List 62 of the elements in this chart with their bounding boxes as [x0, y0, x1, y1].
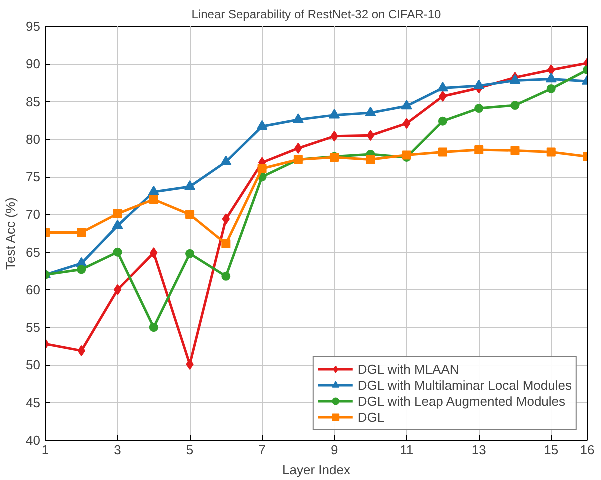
legend-label: DGL with Leap Augmented Modules: [358, 393, 566, 409]
point: [149, 323, 158, 332]
x-axis-title: Layer Index: [282, 462, 351, 478]
y-tick-label: 75: [26, 170, 41, 185]
point: [222, 272, 231, 281]
legend-label: DGL with MLAAN: [358, 361, 460, 377]
point: [365, 106, 376, 116]
y-tick-label: 40: [26, 433, 41, 448]
point: [220, 156, 232, 166]
point: [184, 180, 196, 190]
point: [510, 146, 520, 156]
point: [546, 72, 557, 83]
x-tick-label: 13: [472, 442, 486, 458]
point: [329, 109, 340, 119]
x-tick-label: 7: [258, 442, 266, 458]
x-tick-label: 16: [580, 442, 595, 458]
point: [77, 228, 86, 238]
point: [112, 220, 124, 230]
point: [474, 104, 484, 114]
point: [474, 145, 484, 154]
point: [438, 148, 448, 157]
point: [366, 130, 375, 142]
x-tick-label: 1: [42, 442, 50, 458]
y-tick-label: 70: [26, 207, 41, 222]
y-tick-label: 80: [26, 132, 41, 147]
point: [510, 101, 520, 110]
x-tick-label: 5: [186, 442, 194, 458]
y-tick-label: 90: [26, 56, 41, 72]
point: [546, 84, 556, 94]
x-tick-label: 11: [400, 442, 414, 458]
y-tick-label: 95: [26, 19, 41, 34]
point: [366, 155, 376, 164]
point: [186, 249, 195, 258]
point: [149, 195, 158, 204]
point: [437, 82, 448, 92]
point: [258, 164, 267, 174]
point: [113, 209, 122, 218]
y-tick-label: 65: [26, 244, 41, 260]
x-tick-label: 9: [330, 442, 338, 458]
point: [113, 248, 122, 257]
point: [148, 186, 160, 196]
point: [292, 114, 304, 124]
y-axis-title: Test Acc (%): [3, 198, 18, 270]
point: [256, 120, 268, 130]
y-tick-label: 60: [26, 282, 41, 298]
x-tick-label: 3: [114, 442, 122, 458]
y-tick-label: 45: [26, 395, 41, 410]
y-tick-label: 50: [26, 358, 41, 373]
x-tick-label: 15: [544, 442, 559, 458]
point: [114, 284, 122, 296]
chart-title: Linear Separability of RestNet-32 on CIFAR-10: [192, 8, 442, 22]
y-tick-label: 85: [26, 94, 41, 110]
y-tick-label: 55: [26, 320, 41, 336]
point: [546, 148, 556, 157]
point: [474, 80, 485, 90]
legend-label: DGL with Multilaminar Local Modules: [358, 377, 572, 393]
point: [438, 116, 448, 126]
point: [77, 265, 86, 274]
legend-label: DGL: [358, 409, 385, 425]
point: [401, 100, 412, 110]
point: [186, 210, 195, 220]
point: [222, 240, 231, 249]
